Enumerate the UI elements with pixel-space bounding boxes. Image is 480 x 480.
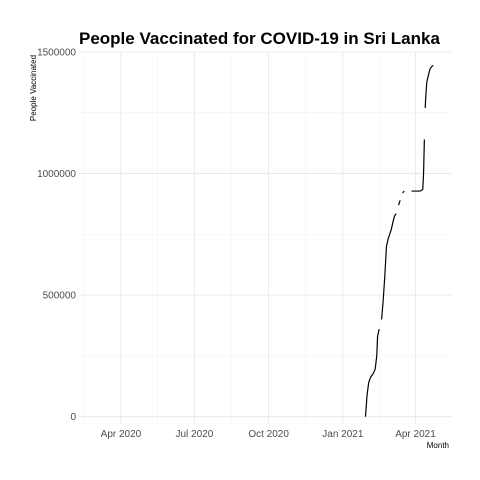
- y-axis-ticks: 0 500000 1000000 1500000: [37, 48, 76, 424]
- series-group: [364, 64, 434, 417]
- y-tick-label: 500000: [43, 291, 77, 302]
- chart-title: People Vaccinated for COVID-19 in Sri La…: [79, 29, 440, 48]
- y-tick-label: 1500000: [37, 48, 76, 59]
- x-tick-label: Jul 2020: [175, 429, 213, 440]
- series-line-segment: [364, 329, 380, 417]
- x-axis-label: Month: [427, 441, 449, 450]
- series-line-segment: [402, 190, 405, 194]
- x-tick-label: Apr 2020: [101, 429, 142, 440]
- series-line-segment: [411, 139, 425, 192]
- series-line-segment: [424, 64, 434, 108]
- x-tick-label: Jan 2021: [322, 429, 364, 440]
- x-tick-label: Oct 2020: [248, 429, 289, 440]
- series-line-segment: [381, 213, 397, 320]
- grid: [79, 51, 451, 424]
- y-axis-label: People Vaccinated: [29, 55, 38, 121]
- series-line-segment: [397, 200, 401, 206]
- x-tick-label: Apr 2021: [395, 429, 436, 440]
- x-axis-ticks: Apr 2020 Jul 2020 Oct 2020 Jan 2021 Apr 2021: [101, 429, 437, 440]
- y-tick-label: 0: [70, 412, 76, 423]
- y-tick-label: 1000000: [37, 169, 76, 180]
